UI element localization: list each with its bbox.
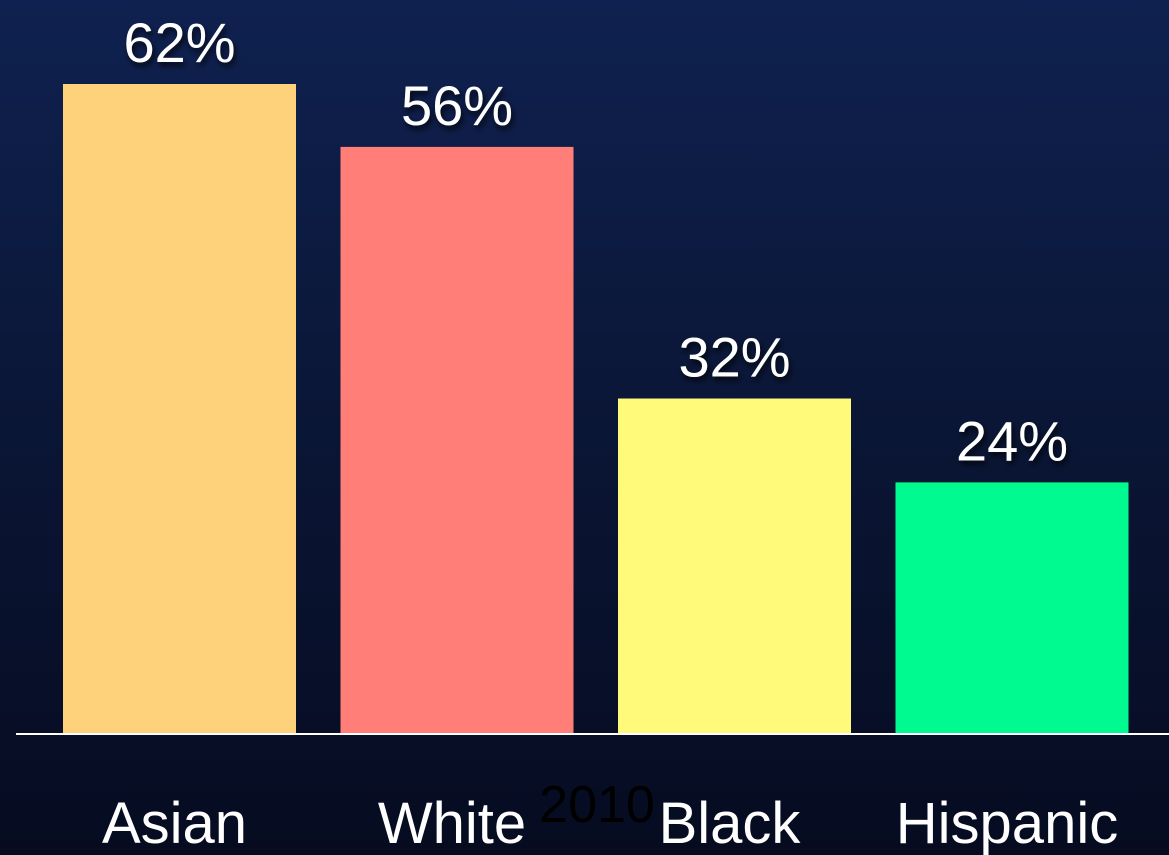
value-label-asian: 62% (123, 11, 235, 74)
value-label-hispanic: 24% (956, 409, 1068, 472)
value-label-white: 56% (401, 74, 513, 137)
category-label-black: Black (659, 791, 802, 855)
category-label-asian: Asian (102, 791, 247, 855)
category-labels-group: Asian White Black Hispanic (102, 791, 1118, 855)
bars-group (63, 84, 1129, 735)
category-label-white: White (378, 791, 526, 855)
bar-white (340, 146, 574, 735)
bar-black (618, 398, 851, 734)
bar-asian (63, 84, 296, 734)
value-labels-group: 62% 56% 32% 24% (123, 11, 1068, 472)
value-label-black: 32% (678, 326, 790, 389)
x-axis-title: 2010 (539, 776, 655, 834)
category-label-hispanic: Hispanic (896, 791, 1118, 855)
bar-hispanic (895, 482, 1129, 734)
